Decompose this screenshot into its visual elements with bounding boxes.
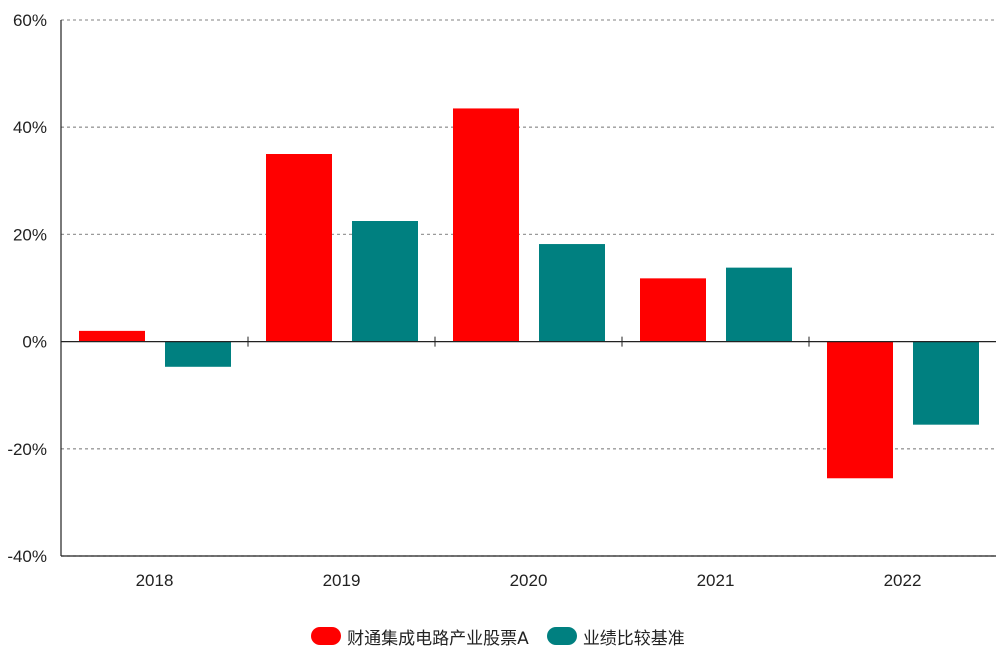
x-tick-label: 2021 — [697, 571, 735, 590]
legend-item-fund[interactable]: 财通集成电路产业股票A — [311, 624, 529, 649]
legend-label-fund: 财通集成电路产业股票A — [347, 628, 529, 649]
bar-fund-2022 — [827, 341, 893, 479]
y-tick-label: 0% — [22, 333, 47, 352]
legend-swatch-fund — [311, 627, 342, 645]
x-tick-label: 2019 — [323, 571, 361, 590]
bar-fund-2020 — [453, 108, 519, 342]
x-axis: 2018 2019 2020 2021 2022 — [60, 20, 996, 590]
y-tick-label: 60% — [13, 11, 47, 30]
bar-fund-2021 — [640, 278, 706, 342]
x-tick-label: 2022 — [884, 571, 922, 590]
bar-fund-2018 — [79, 330, 145, 342]
bar-benchmark-2020 — [539, 244, 605, 342]
legend-item-benchmark[interactable]: 业绩比较基准 — [546, 624, 685, 649]
y-tick-label: -20% — [7, 440, 47, 459]
x-tick-label: 2018 — [136, 571, 174, 590]
bar-benchmark-2021 — [726, 267, 792, 342]
x-tick-label: 2020 — [510, 571, 548, 590]
legend: 财通集成电路产业股票A 业绩比较基准 — [0, 622, 996, 650]
y-tick-label: 40% — [13, 118, 47, 137]
legend-label-benchmark: 业绩比较基准 — [582, 628, 685, 649]
y-axis-ticks: -40% -20% 0% 20% 40% 60% — [7, 11, 47, 566]
bars — [79, 108, 979, 479]
legend-swatch-benchmark — [546, 627, 577, 645]
bar-benchmark-2018 — [165, 341, 231, 367]
bar-benchmark-2019 — [352, 221, 418, 342]
y-tick-label: 20% — [13, 225, 47, 244]
bar-fund-2019 — [266, 154, 332, 342]
bar-benchmark-2022 — [913, 341, 979, 425]
y-tick-label: -40% — [7, 547, 47, 566]
